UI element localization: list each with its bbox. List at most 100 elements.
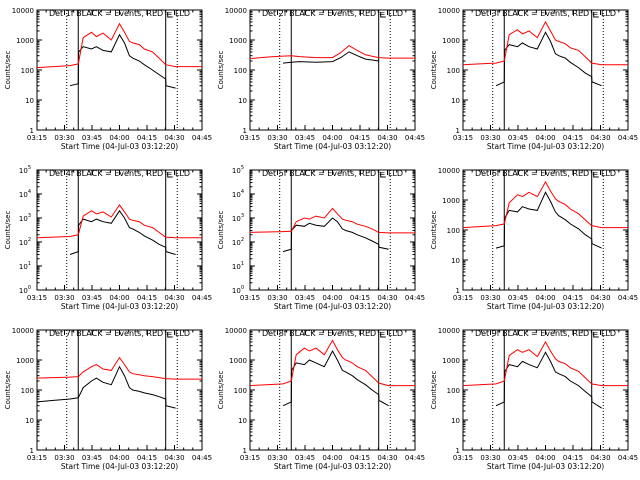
x-tick-label: 04:00 — [535, 294, 555, 302]
x-tick-label: 03:15 — [453, 134, 473, 142]
panel-1: 1 10 100 1000 10000 03:15 03:30 03:45 04:00 04:15… — [4, 7, 212, 151]
y-tick-label: 1000 — [442, 357, 460, 365]
y-tick-exponent: 4 — [241, 189, 244, 195]
y-tick-label: 102 — [232, 237, 244, 247]
y-tick-label: 10000 — [438, 327, 460, 335]
x-tick-label: 03:15 — [240, 454, 260, 462]
panel-2: 1 10 100 1000 10000 03:15 03:30 03:45 04:00 04:15… — [217, 7, 425, 151]
panel-6: 1 10 100 1000 10000 03:15 03:30 03:45 04:00 04:15… — [430, 167, 638, 311]
y-tick-label: 1 — [456, 287, 460, 295]
x-tick-label: 04:00 — [322, 294, 342, 302]
series-lld — [249, 339, 415, 387]
x-tick-label: 03:45 — [508, 134, 528, 142]
y-tick-label: 10000 — [438, 7, 460, 15]
panel-title: Det 8f BLACK = Events, RED = LLD — [262, 329, 403, 338]
y-tick-label: 100 — [447, 227, 460, 235]
x-tick-label: 04:15 — [137, 454, 157, 462]
corner-marker — [593, 172, 599, 178]
panel-title: Det 1f BLACK = Events, RED = LLD — [49, 9, 190, 18]
x-tick-label: 03:45 — [508, 454, 528, 462]
y-tick-label: 105 — [232, 165, 244, 175]
series-events — [69, 33, 176, 89]
y-tick-label: 100 — [447, 67, 460, 75]
x-tick-label: 04:15 — [137, 134, 157, 142]
x-tick-label: 04:15 — [350, 134, 370, 142]
series-events — [282, 217, 389, 253]
y-tick-exponent: 2 — [28, 237, 31, 243]
panel-7: 1 10 100 1000 10000 03:15 03:30 03:45 04:00 04:15… — [4, 327, 212, 471]
x-tick-label: 04:00 — [322, 454, 342, 462]
y-tick-exponent: 0 — [241, 285, 244, 291]
y-tick-label: 1000 — [16, 357, 34, 365]
y-tick-label: 104 — [19, 189, 31, 199]
series-lld — [249, 44, 415, 60]
y-tick-label: 10 — [25, 97, 34, 105]
panel-9: 1 10 100 1000 10000 03:15 03:30 03:45 04:00 04:15… — [430, 327, 638, 471]
x-tick-label: 03:45 — [508, 294, 528, 302]
x-tick-label: 03:30 — [54, 134, 74, 142]
x-tick-label: 03:45 — [82, 134, 102, 142]
y-tick-label: 103 — [19, 213, 31, 223]
y-tick-exponent: 1 — [241, 261, 244, 267]
y-tick-label: 100 — [234, 67, 247, 75]
y-tick-exponent: 2 — [241, 237, 244, 243]
x-tick-label: 03:15 — [453, 294, 473, 302]
x-tick-label: 03:30 — [480, 294, 500, 302]
x-axis-label: Start Time (04-Jul-03 03:12:20) — [274, 302, 391, 311]
series-lld — [36, 204, 202, 239]
y-axis-label: Counts/sec — [430, 51, 438, 90]
y-tick-label: 100 — [234, 387, 247, 395]
x-tick-label: 04:45 — [405, 294, 425, 302]
series-lld — [36, 356, 202, 380]
corner-marker — [380, 172, 386, 178]
y-axis-label: Counts/sec — [217, 371, 225, 410]
x-tick-label: 03:30 — [267, 134, 287, 142]
y-tick-label: 100 — [447, 387, 460, 395]
y-tick-label: 104 — [232, 189, 244, 199]
series-events — [282, 51, 379, 64]
y-tick-label: 1 — [30, 447, 34, 455]
y-tick-exponent: 3 — [28, 213, 31, 219]
y-tick-label: 1000 — [229, 37, 247, 45]
x-axis-label: Start Time (04-Jul-03 03:12:20) — [487, 142, 604, 151]
x-tick-label: 04:45 — [405, 134, 425, 142]
y-tick-label: 1000 — [229, 357, 247, 365]
x-tick-label: 04:30 — [164, 454, 184, 462]
panel-title: Det 5f BLACK = Events, RED = LLD — [262, 169, 403, 178]
x-tick-label: 03:15 — [240, 294, 260, 302]
y-axis-label: Counts/sec — [4, 371, 12, 410]
x-axis-label: Start Time (04-Jul-03 03:12:20) — [61, 302, 178, 311]
corner-marker — [167, 12, 173, 18]
x-axis-label: Start Time (04-Jul-03 03:12:20) — [61, 462, 178, 471]
y-tick-exponent: 1 — [28, 261, 31, 267]
y-tick-label: 100 — [232, 285, 244, 295]
y-axis-label: Counts/sec — [217, 211, 225, 250]
panel-title: Det 2f BLACK = Events, RED = LLD — [262, 9, 403, 18]
y-tick-exponent: 3 — [241, 213, 244, 219]
panel-8: 1 10 100 1000 10000 03:15 03:30 03:45 04:00 04:15… — [217, 327, 425, 471]
x-tick-label: 04:30 — [590, 134, 610, 142]
x-tick-label: 03:45 — [82, 454, 102, 462]
x-tick-label: 04:30 — [377, 454, 397, 462]
x-tick-label: 03:15 — [453, 454, 473, 462]
x-tick-label: 04:30 — [377, 294, 397, 302]
x-tick-label: 03:45 — [295, 454, 315, 462]
y-tick-label: 101 — [19, 261, 31, 271]
panel-3: 1 10 100 1000 10000 03:15 03:30 03:45 04:00 04:15… — [430, 7, 638, 151]
x-tick-label: 04:30 — [164, 294, 184, 302]
x-tick-label: 04:30 — [164, 134, 184, 142]
y-axis-label: Counts/sec — [4, 211, 12, 250]
y-tick-label: 100 — [21, 387, 34, 395]
y-tick-label: 100 — [19, 285, 31, 295]
corner-marker — [380, 12, 386, 18]
y-tick-label: 10000 — [225, 7, 247, 15]
y-tick-label: 1000 — [16, 37, 34, 45]
y-tick-label: 10 — [451, 417, 460, 425]
x-tick-label: 04:00 — [109, 454, 129, 462]
y-tick-label: 10 — [238, 97, 247, 105]
x-tick-label: 03:30 — [480, 134, 500, 142]
x-tick-label: 04:45 — [192, 454, 212, 462]
x-tick-label: 03:30 — [54, 454, 74, 462]
